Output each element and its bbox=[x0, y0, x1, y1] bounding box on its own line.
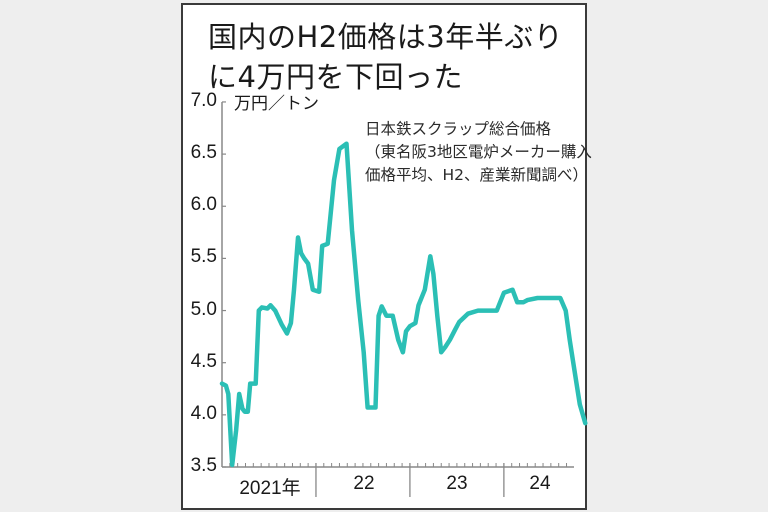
y-tick-label: 4.5 bbox=[190, 350, 217, 372]
chart-title: 国内のH2価格は3年半ぶり に4万円を下回った bbox=[208, 17, 563, 97]
y-tick-label: 7.0 bbox=[190, 89, 217, 111]
y-tick-label: 6.5 bbox=[190, 142, 217, 164]
chart-title-line1: 国内のH2価格は3年半ぶり bbox=[208, 20, 564, 54]
chart-title-line2: に4万円を下回った bbox=[208, 60, 463, 94]
source-note-line2: （東名阪3地区電炉メーカー購入 bbox=[365, 143, 592, 161]
x-tick-label: 24 bbox=[529, 473, 551, 494]
x-tick-label: 23 bbox=[446, 473, 468, 494]
x-tick-label: 2021年 bbox=[239, 478, 301, 499]
x-axis bbox=[222, 463, 574, 497]
y-tick-label: 6.0 bbox=[190, 194, 217, 216]
chart-frame: 国内のH2価格は3年半ぶり に4万円を下回った bbox=[181, 3, 587, 510]
x-tick-label: 22 bbox=[353, 473, 375, 494]
source-note-line3: 価格平均、H2、産業新聞調べ） bbox=[365, 166, 589, 184]
y-tick-label: 3.5 bbox=[190, 455, 217, 476]
price-line bbox=[219, 141, 588, 468]
y-tick-label: 4.0 bbox=[190, 402, 217, 424]
y-axis bbox=[221, 101, 226, 468]
source-note-line1: 日本鉄スクラップ総合価格 bbox=[365, 120, 552, 138]
y-axis-unit: 万円／トン bbox=[234, 94, 319, 114]
y-tick-label: 5.5 bbox=[190, 246, 217, 268]
source-note: 日本鉄スクラップ総合価格 （東名阪3地区電炉メーカー購入 価格平均、H2、産業新… bbox=[365, 118, 592, 187]
y-tick-label: 5.0 bbox=[190, 298, 217, 320]
